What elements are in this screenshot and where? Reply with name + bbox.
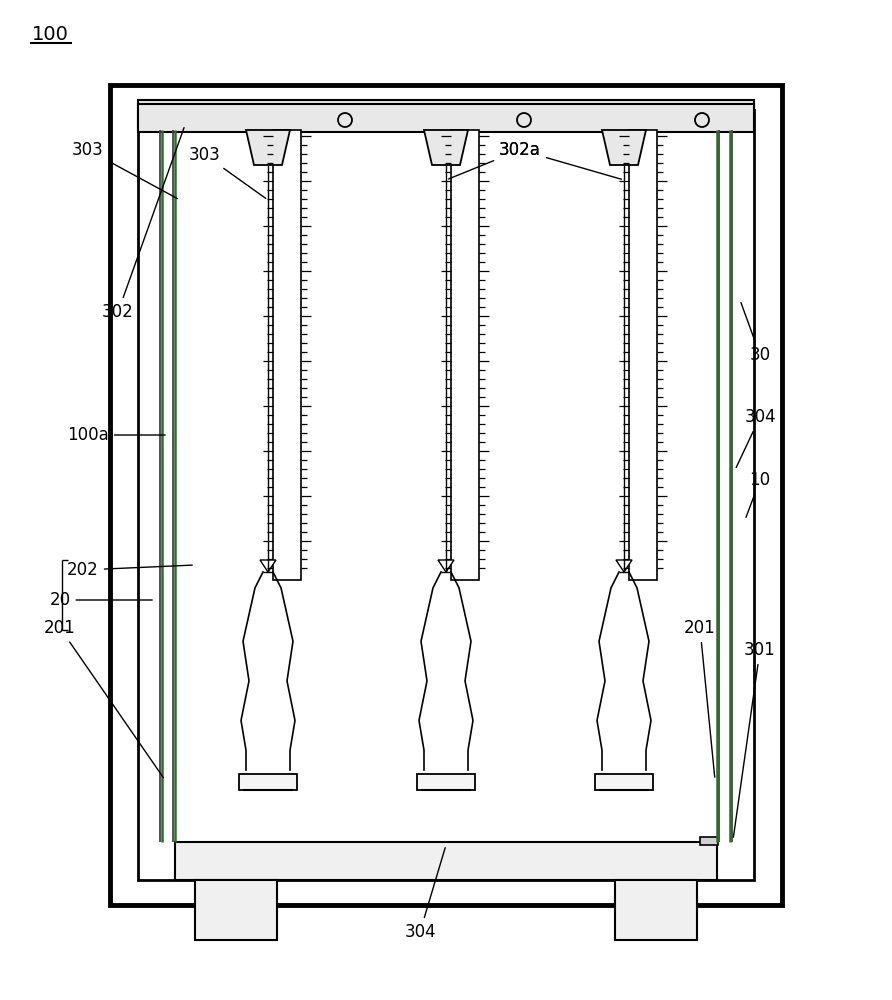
Text: 100a: 100a bbox=[67, 426, 165, 444]
Bar bbox=[239, 774, 297, 790]
Bar bbox=[195, 880, 277, 940]
Bar bbox=[138, 110, 754, 880]
Polygon shape bbox=[424, 130, 468, 165]
Text: 303: 303 bbox=[72, 141, 178, 199]
Text: 201: 201 bbox=[684, 619, 716, 777]
Text: 20: 20 bbox=[49, 591, 153, 609]
Text: 303: 303 bbox=[189, 146, 266, 198]
Bar bbox=[595, 774, 653, 790]
Text: 302: 302 bbox=[102, 128, 184, 321]
Polygon shape bbox=[602, 130, 646, 165]
Bar bbox=[138, 100, 754, 130]
Polygon shape bbox=[616, 560, 632, 572]
Bar bbox=[629, 130, 657, 580]
Text: 304: 304 bbox=[736, 408, 776, 467]
Text: 201: 201 bbox=[44, 619, 163, 778]
Text: 30: 30 bbox=[741, 303, 771, 364]
Bar bbox=[273, 130, 301, 580]
Text: 10: 10 bbox=[746, 471, 771, 517]
Polygon shape bbox=[260, 560, 276, 572]
Bar bbox=[615, 880, 697, 940]
Polygon shape bbox=[438, 560, 454, 572]
Text: 100: 100 bbox=[31, 25, 69, 44]
Bar bbox=[138, 104, 754, 132]
Bar bbox=[417, 774, 475, 790]
Bar bbox=[175, 842, 717, 880]
Text: 301: 301 bbox=[733, 641, 776, 837]
Text: 304: 304 bbox=[404, 848, 445, 941]
Text: 302a: 302a bbox=[499, 141, 622, 179]
Bar bbox=[451, 130, 479, 580]
Bar bbox=[700, 837, 718, 845]
Text: 202: 202 bbox=[67, 561, 193, 579]
Polygon shape bbox=[246, 130, 290, 165]
Text: 302a: 302a bbox=[449, 141, 541, 179]
Bar bbox=[110, 85, 782, 905]
